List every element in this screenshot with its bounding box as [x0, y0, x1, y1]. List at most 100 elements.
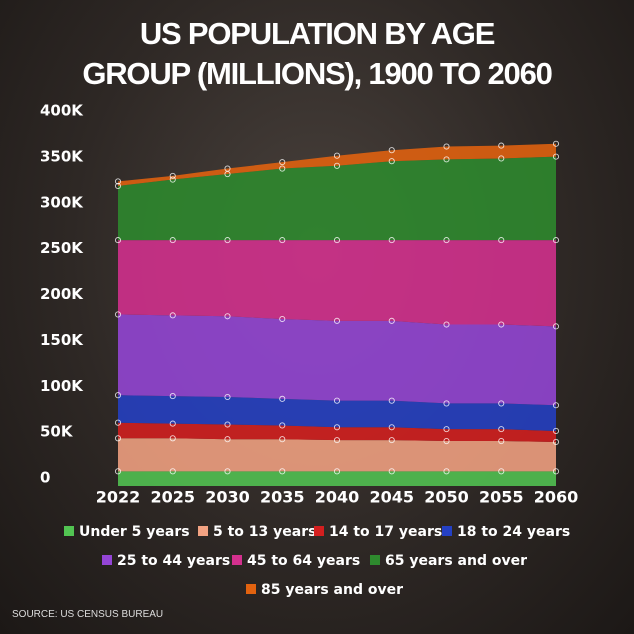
data-point [333, 437, 341, 444]
x-tick-label: 2022 [96, 488, 141, 507]
data-point [224, 313, 231, 320]
data-point [498, 400, 505, 407]
data-point [279, 395, 286, 402]
legend-swatch [232, 555, 242, 565]
data-point [443, 237, 450, 244]
x-tick-label: 2025 [150, 488, 195, 507]
data-point [114, 468, 122, 475]
data-point [443, 156, 450, 163]
legend-label: 14 to 17 years [329, 524, 442, 540]
data-point [498, 237, 505, 244]
data-point [169, 172, 176, 179]
legend-label: Under 5 years [79, 524, 190, 540]
data-point [333, 424, 341, 431]
data-point [443, 143, 450, 150]
data-point [279, 165, 286, 172]
data-point [498, 437, 505, 445]
x-tick-label: 2060 [534, 488, 579, 507]
legend-swatch [64, 526, 74, 536]
data-point [114, 178, 122, 185]
x-tick-label: 2030 [205, 488, 250, 507]
area [118, 240, 556, 327]
x-tick-label: 2055 [479, 488, 524, 507]
y-tick-label: 200K [40, 285, 84, 303]
area [118, 438, 556, 472]
legend-label: 18 to 24 years [457, 524, 570, 540]
y-tick-label: 300K [40, 193, 84, 211]
y-tick-label: 400K [40, 102, 84, 120]
legend-label: 25 to 44 years [117, 553, 230, 569]
data-point [114, 237, 122, 244]
data-point [224, 237, 231, 244]
data-point [169, 435, 176, 442]
data-point [169, 237, 176, 244]
x-tick-label: 2045 [369, 488, 414, 507]
data-point [552, 140, 560, 147]
data-point [498, 468, 505, 475]
legend-label: 85 years and over [261, 582, 403, 598]
data-point [169, 420, 176, 427]
data-point [169, 176, 176, 183]
data-point [279, 422, 286, 429]
legend-swatch [246, 584, 256, 594]
data-point [333, 468, 341, 475]
data-point [114, 419, 122, 426]
data-point [443, 400, 450, 407]
data-point [224, 165, 231, 172]
legend-label: 65 years and over [385, 553, 527, 569]
data-point [333, 152, 341, 159]
data-point [114, 182, 122, 190]
data-point [169, 312, 176, 319]
data-point [279, 159, 286, 166]
legend-swatch [102, 555, 112, 565]
data-point [552, 323, 560, 330]
area [118, 156, 556, 241]
area [118, 314, 556, 406]
data-point [333, 397, 341, 404]
y-tick-label: 150K [40, 331, 84, 349]
legend-label: 5 to 13 years [213, 524, 316, 540]
data-point [114, 435, 122, 442]
data-point [443, 437, 450, 445]
data-point [388, 317, 395, 324]
data-point [443, 468, 450, 475]
data-point [114, 392, 122, 399]
data-point [333, 162, 341, 169]
legend-label: 45 to 64 years [247, 553, 360, 569]
legend-swatch [314, 526, 324, 536]
y-tick-label: 0 [40, 469, 50, 487]
data-point [224, 393, 231, 401]
y-tick-label: 250K [40, 239, 84, 257]
data-point [279, 237, 286, 244]
data-point [498, 426, 505, 433]
data-point [443, 321, 450, 328]
data-point [224, 436, 231, 443]
data-point [333, 317, 341, 324]
legend-swatch [370, 555, 380, 565]
data-point [279, 315, 286, 323]
area [118, 471, 556, 486]
data-point [552, 438, 560, 446]
data-point [114, 311, 122, 318]
data-point [388, 147, 395, 154]
data-point [552, 237, 560, 244]
data-point [388, 437, 395, 444]
data-point [498, 321, 505, 328]
data-point [388, 468, 395, 475]
data-point [169, 468, 176, 475]
data-point [388, 237, 395, 244]
x-tick-label: 2035 [260, 488, 305, 507]
data-point [498, 155, 505, 162]
data-point [279, 468, 286, 475]
chart-title: US POPULATION BY AGE GROUP (MILLIONS), 1… [82, 16, 553, 91]
y-tick-label: 350K [40, 147, 84, 165]
data-point [552, 427, 560, 435]
x-tick-label: 2050 [424, 488, 469, 507]
y-tick-label: 100K [40, 377, 84, 395]
data-point [224, 468, 231, 475]
data-point [443, 426, 450, 433]
data-point [388, 158, 395, 165]
data-point [224, 421, 231, 428]
data-point [169, 393, 176, 400]
data-point [552, 153, 560, 160]
